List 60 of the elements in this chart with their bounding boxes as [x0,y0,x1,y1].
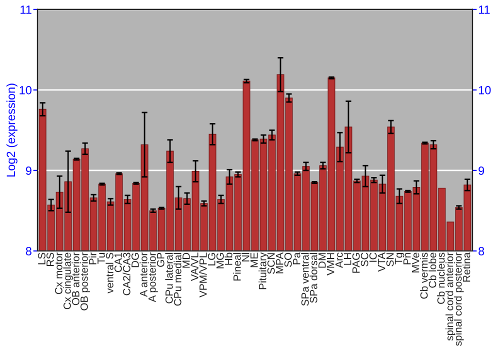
x-tick-label: SPa ventral [301,253,309,306]
x-tick-label: spinal cord anterior [446,252,456,341]
x-tick-label: Cb vermis [420,252,428,299]
x-tick-label: ventral S [106,252,114,294]
x-tick-label: CA2/CA3 [122,252,130,296]
x-tick-label: OB posterior [80,252,90,310]
x-tick-label: Hb [224,252,232,265]
x-tick-label: A anterior [140,252,148,297]
x-tick-label: Pa [293,252,300,264]
x-tick-label: Arc [335,252,343,268]
x-tick-label: Cb nucleus [437,252,445,304]
x-tick-label: GP [156,252,164,267]
y2-tick-label: 11 [478,6,490,14]
x-tick-label: Retina [462,252,470,282]
x-tick-label: DM [318,253,326,268]
y-tick-label: 11 [20,6,32,14]
x-tick-label: spinal cord posterior [454,252,464,346]
x-tick-label: Pituitary [258,252,268,290]
x-tick-label: VMH [326,253,334,276]
x-tick-label: Cb lobe [428,252,436,288]
x-tick-label: Pir [88,252,96,264]
x-tick-label: MVe [412,252,420,272]
x-tick-label: Cx cingulate [63,252,73,310]
x-tick-label: SN [386,253,394,266]
x-tick-label: DG [131,253,139,268]
x-tick-label: CA1 [114,252,122,272]
x-tick-label: LH [344,253,352,265]
x-tick-label: Pn [403,253,411,264]
x-tick-label: SO [284,252,292,267]
x-tick-label: LS [38,252,46,264]
x-tick-label: MPA [276,252,284,274]
x-tick-label: VPM/VPL [199,252,207,298]
x-tick-label: CPu medial [174,253,182,306]
y-tick-label: 8 [26,246,32,256]
x-tick-label: SCN [267,253,275,274]
x-tick-label: LG [208,253,216,266]
y2-tick-label: 10 [478,86,491,94]
y-tick-label: 9 [26,166,32,175]
x-tick-label: VTA [378,252,386,272]
x-tick-label: RS [46,252,54,266]
x-tick-label: SPa dorsal [310,253,318,303]
x-tick-label: A posterior [148,252,158,302]
x-tick-label: Tg [394,253,404,264]
y2-tick-label: 9 [478,166,484,175]
x-tick-label: CPu lateral [165,253,173,304]
x-tick-label: Nl [242,253,250,262]
x-tick-label: IC [369,252,377,262]
x-tick-label: PAG [352,253,360,273]
x-tick-label: MG [216,253,224,268]
y-axis-title: Log2 (expression) [6,84,18,176]
x-tick-label: Pineal [233,253,241,280]
x-tick-label: VA/VL [190,252,198,282]
x-tick-label: SC [360,252,368,266]
y-tick-label: 10 [20,86,32,94]
x-tick-label: MD [182,252,190,268]
y2-tick-label: 8 [478,246,484,256]
x-tick-label: Cx motor [55,252,62,294]
x-tick-label: ME [250,252,258,268]
x-tick-label: Tu [98,253,105,264]
x-tick-label: OB anterior [72,252,80,306]
